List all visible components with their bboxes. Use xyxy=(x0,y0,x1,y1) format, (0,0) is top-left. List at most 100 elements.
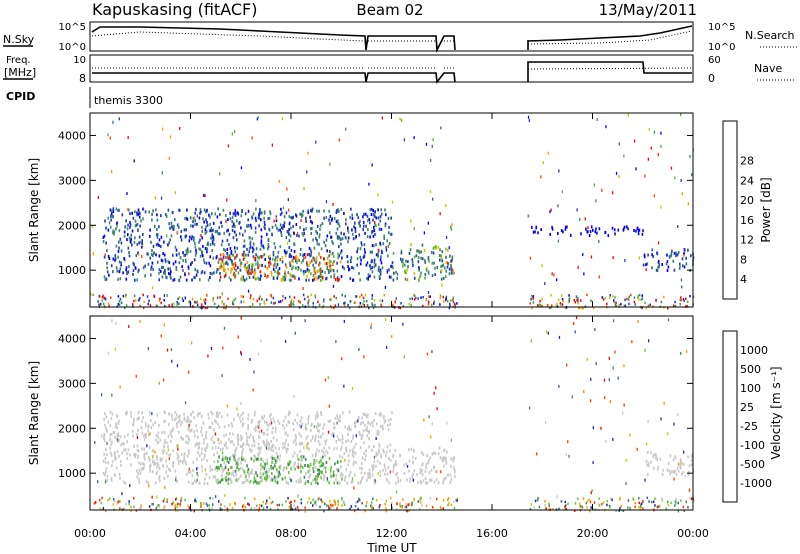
power-cell xyxy=(589,230,592,234)
power-cell xyxy=(234,264,237,268)
power-noise-cell xyxy=(118,117,120,121)
velocity-near-range-cell xyxy=(310,501,312,504)
velocity-near-range-cell xyxy=(597,502,600,506)
velocity-near-range-cell xyxy=(593,501,596,504)
velocity-cell xyxy=(339,474,342,477)
power-cell xyxy=(283,249,286,253)
power-cell xyxy=(367,273,370,277)
power-near-range-cell xyxy=(442,300,445,303)
power-cell xyxy=(134,278,136,282)
power-cell xyxy=(393,271,395,275)
power-cell xyxy=(280,278,283,281)
velocity-cell xyxy=(110,453,113,457)
power-noise-cell xyxy=(90,292,92,296)
velocity-near-range-cell xyxy=(558,507,560,511)
power-cell xyxy=(194,242,196,245)
velocity-cell xyxy=(145,424,147,428)
power-cell xyxy=(136,278,138,282)
velocity-cell xyxy=(429,478,432,482)
power-near-range-cell xyxy=(551,304,553,307)
power-near-range-cell xyxy=(529,302,531,305)
velocity-cell xyxy=(646,463,649,467)
velocity-cell xyxy=(389,423,391,426)
velocity-cell xyxy=(234,450,236,454)
velocity-noise-cell xyxy=(257,352,260,356)
velocity-near-range-cell xyxy=(378,506,381,509)
power-cell xyxy=(212,256,215,260)
velocity-noise-cell xyxy=(612,319,615,323)
velocity-cell xyxy=(257,446,259,450)
velocity-cell xyxy=(433,480,436,484)
velocity-cell xyxy=(266,421,268,425)
velocity-noise-cell xyxy=(217,438,219,441)
velocity-cell xyxy=(383,450,385,454)
power-near-range-cell xyxy=(550,294,552,297)
power-near-range-cell xyxy=(225,304,228,308)
power-near-range-cell xyxy=(420,296,422,299)
velocity-cell xyxy=(257,457,259,461)
power-cell xyxy=(304,255,307,259)
velocity-near-range-cell xyxy=(184,498,186,502)
power-cell xyxy=(263,220,266,224)
velocity-cell xyxy=(351,480,354,483)
power-cell xyxy=(247,209,250,213)
power-cell xyxy=(316,224,319,228)
velocity-cell xyxy=(324,442,327,446)
velocity-noise-cell xyxy=(686,350,688,353)
power-cell xyxy=(290,249,293,252)
velocity-noise-cell xyxy=(391,335,393,339)
velocity-cell xyxy=(251,418,253,422)
velocity-cell xyxy=(294,438,297,442)
power-cell xyxy=(226,247,229,251)
velocity-cell xyxy=(309,473,312,477)
power-cell xyxy=(263,253,266,257)
velocity-near-range-cell xyxy=(627,507,629,511)
power-cell xyxy=(435,246,437,250)
power-near-range-cell xyxy=(618,304,620,307)
power-cell xyxy=(114,254,116,258)
power-near-range-cell xyxy=(354,301,357,304)
power-cell xyxy=(566,225,568,229)
power-cell xyxy=(290,278,292,282)
power-cell xyxy=(441,264,444,268)
power-cell xyxy=(595,227,597,231)
power-cell xyxy=(271,257,274,261)
power-cell xyxy=(116,269,119,273)
power-cell xyxy=(142,217,144,221)
power-cell xyxy=(345,222,347,226)
velocity-near-range-cell xyxy=(139,506,142,510)
velocity-cell xyxy=(394,463,396,467)
power-near-range-cell xyxy=(613,301,616,304)
power-near-range-cell xyxy=(297,300,300,303)
power-cell xyxy=(406,278,409,282)
velocity-cell xyxy=(373,460,375,464)
velocity-near-range-cell xyxy=(602,501,605,504)
power-near-range-cell xyxy=(158,299,161,302)
power-cell xyxy=(373,229,376,232)
power-cell xyxy=(332,269,335,273)
velocity-near-range-cell xyxy=(429,497,432,500)
power-near-range-cell xyxy=(240,295,242,298)
power-cell xyxy=(247,218,249,222)
power-cell xyxy=(274,269,276,273)
power-cell xyxy=(127,233,129,237)
power-cell xyxy=(441,259,444,263)
velocity-cell xyxy=(133,453,135,457)
velocity-cell xyxy=(217,460,219,464)
velocity-near-range-cell xyxy=(119,507,121,510)
velocity-cell xyxy=(292,454,294,458)
velocity-cell xyxy=(424,477,427,481)
velocity-cell xyxy=(138,461,140,465)
power-cell xyxy=(666,269,669,272)
velocity-cell xyxy=(367,413,369,417)
time-axis: 00:00 04:00 08:00 12:00 16:00 20:00 00:00 xyxy=(74,113,709,540)
velocity-near-range-cell xyxy=(401,505,403,509)
power-cell xyxy=(254,226,257,230)
velocity-noise-cell xyxy=(177,447,179,451)
power-near-range-cell xyxy=(567,300,570,304)
velocity-cell xyxy=(206,443,209,447)
power-cell xyxy=(283,224,285,228)
power-cell xyxy=(450,266,453,270)
power-near-range-cell xyxy=(312,302,314,305)
velocity-noise-cell xyxy=(297,494,299,498)
